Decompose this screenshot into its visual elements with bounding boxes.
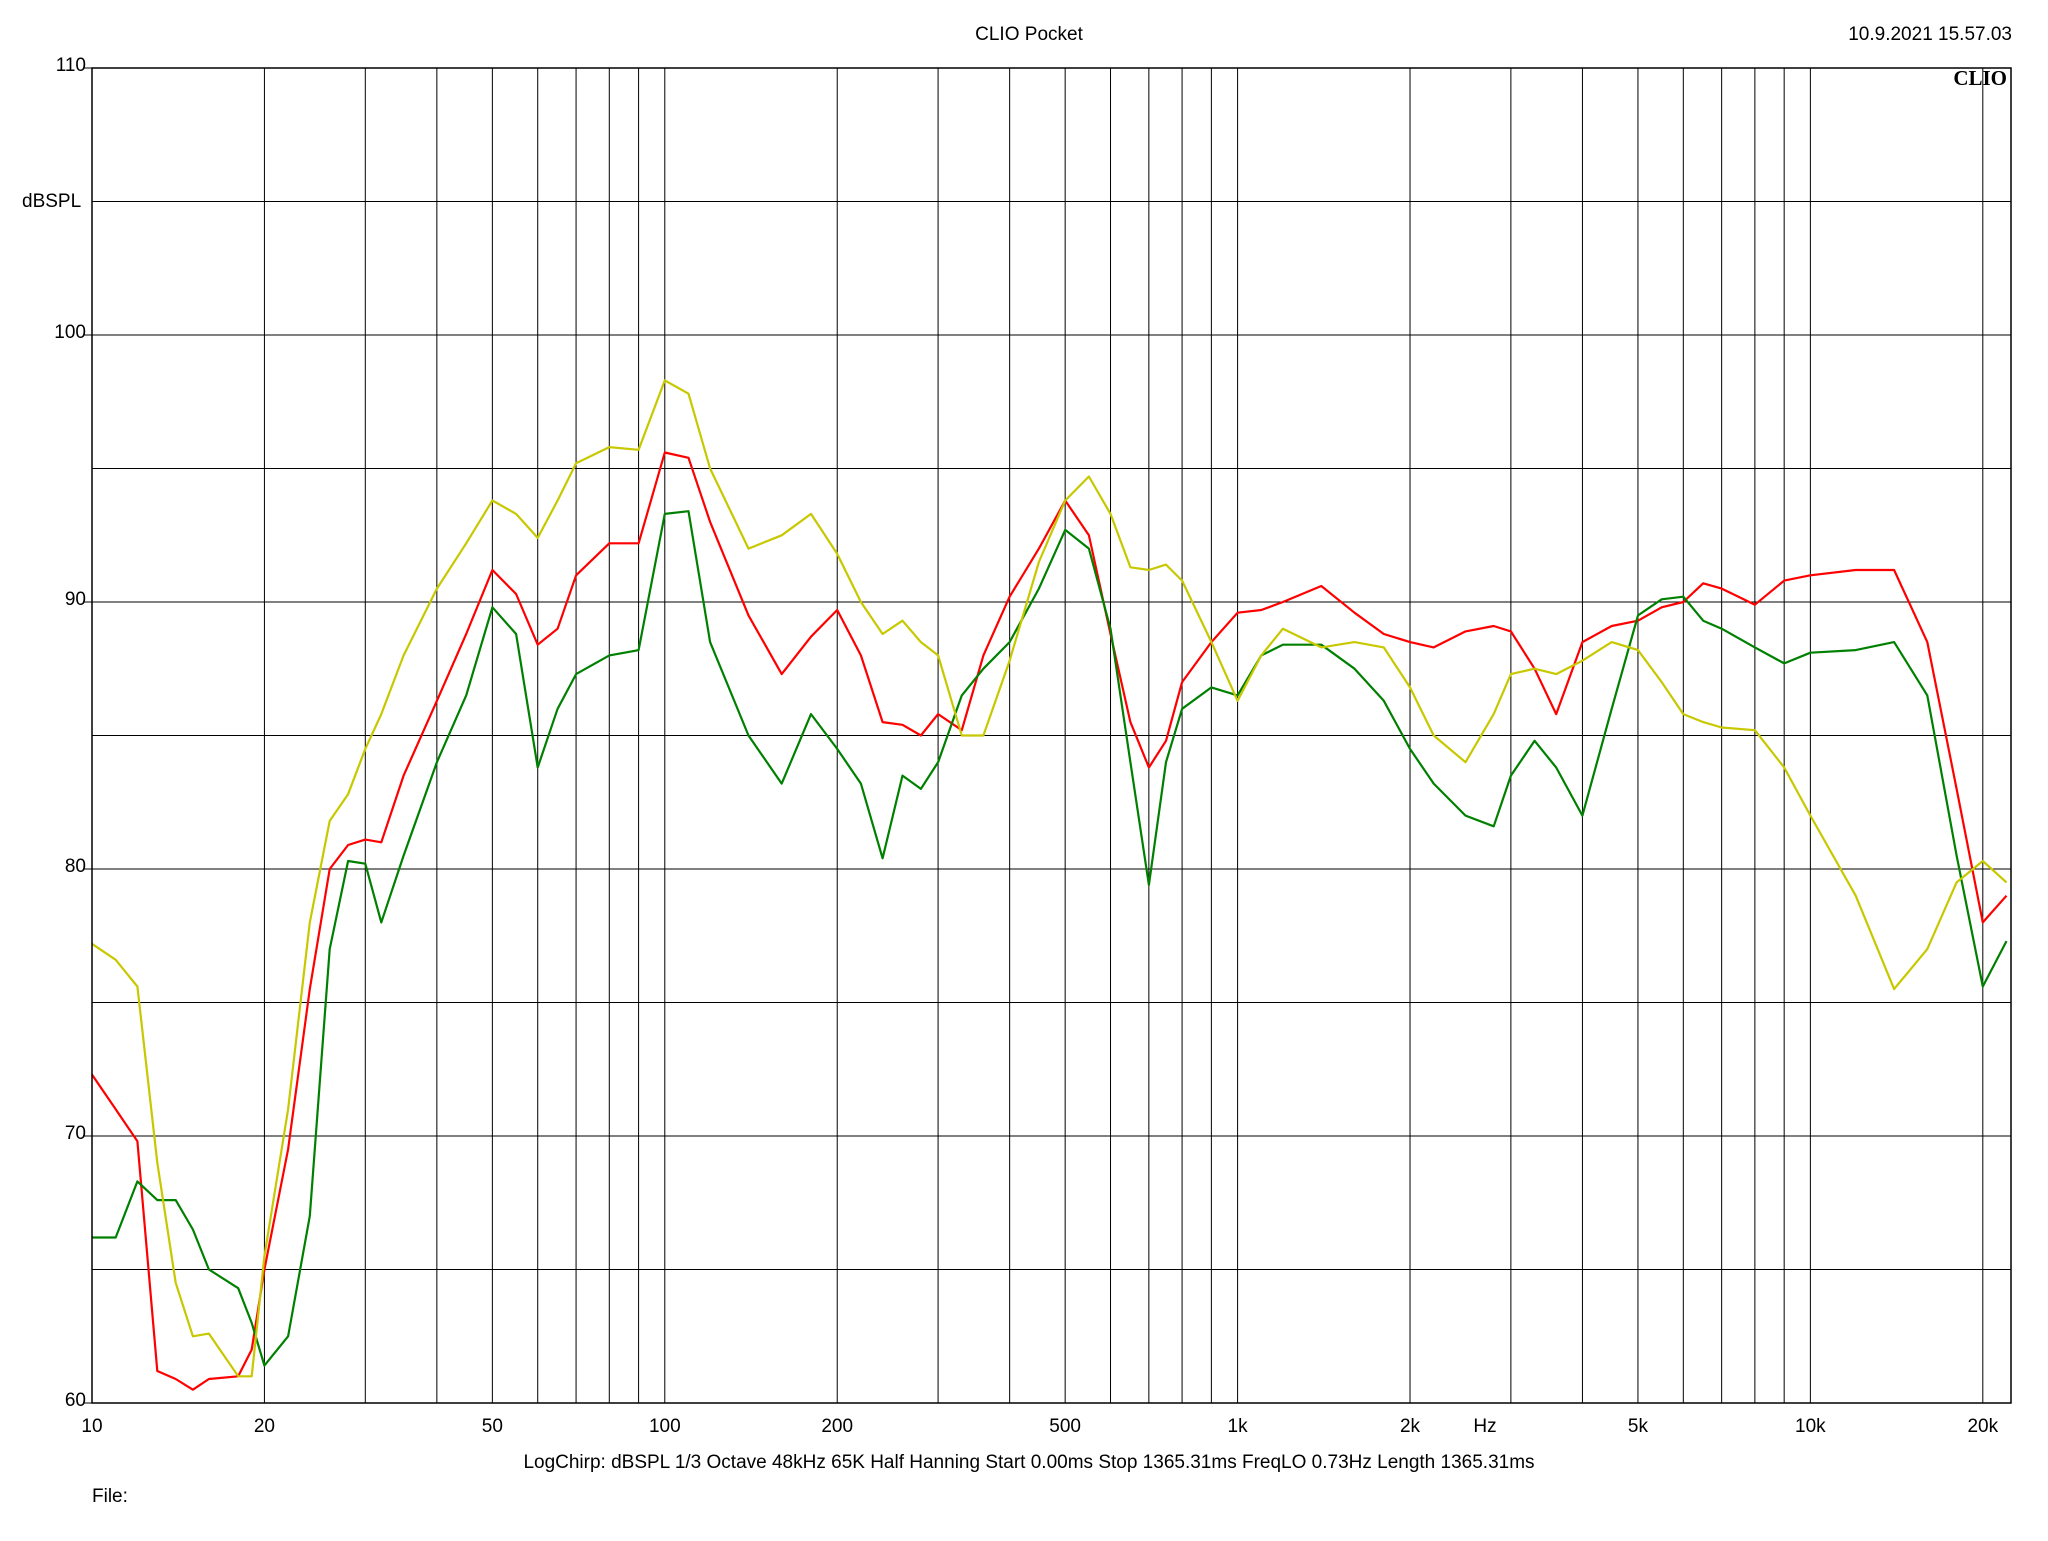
y-tick-label: 90	[65, 589, 86, 610]
data-line	[91, 379, 2008, 1378]
data-line	[91, 451, 2008, 1391]
footer: LogChirp: dBSPL 1/3 Octave 48kHz 65K Hal…	[523, 1452, 1534, 1473]
x-tick-label: 20k	[1967, 1416, 1998, 1437]
data-line	[92, 510, 2008, 1367]
x-tick-label: 200	[821, 1416, 853, 1437]
y-tick-label: 110	[56, 55, 86, 76]
file-label: File:	[92, 1486, 128, 1507]
x-axis-label: Hz	[1473, 1416, 1496, 1437]
x-tick-label: 500	[1049, 1416, 1081, 1437]
x-tick-label: 20	[254, 1416, 275, 1437]
x-tick-label: 5k	[1628, 1416, 1649, 1437]
x-tick-label: 2k	[1400, 1416, 1421, 1437]
chart-title: CLIO Pocket	[975, 24, 1083, 45]
logo: CLIO	[1953, 66, 2007, 90]
x-tick-label: 50	[482, 1416, 503, 1437]
x-tick-label: 10	[81, 1416, 102, 1437]
y-tick-label: 100	[54, 322, 86, 343]
y-tick-label: 70	[65, 1123, 86, 1144]
plot-frame	[91, 67, 2012, 1404]
y-axis-label: dBSPL	[22, 191, 81, 212]
y-tick-label: 80	[65, 856, 86, 877]
timestamp: 10.9.2021 15.57.03	[1848, 24, 2012, 45]
x-tick-label: 1k	[1228, 1416, 1249, 1437]
x-tick-label: 10k	[1795, 1416, 1826, 1437]
y-tick-label: 60	[65, 1390, 86, 1411]
x-tick-label: 100	[649, 1416, 681, 1437]
